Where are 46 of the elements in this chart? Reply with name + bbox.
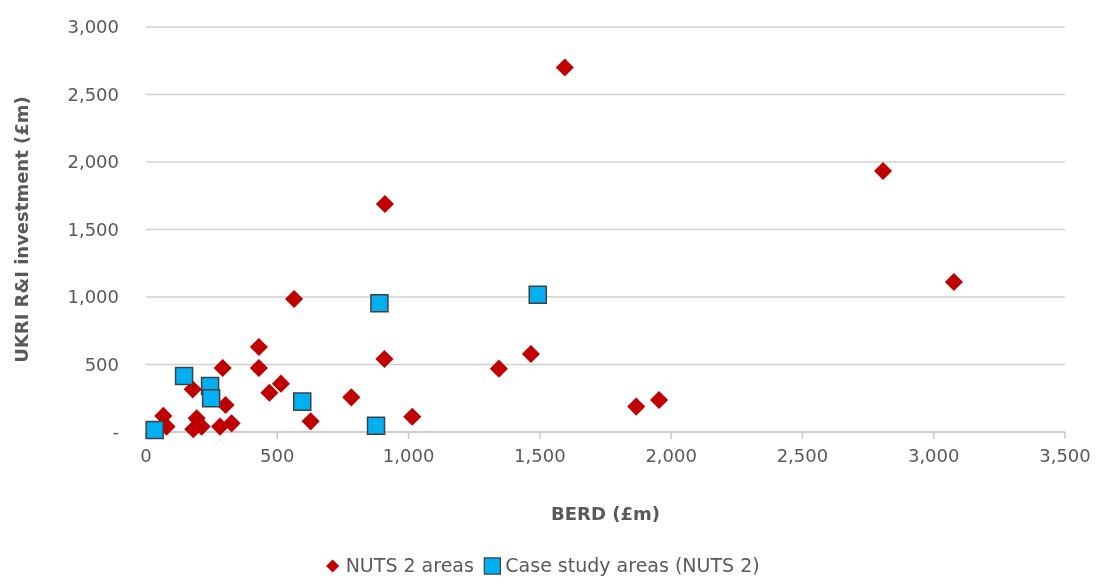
point bbox=[370, 294, 389, 313]
point bbox=[944, 272, 964, 292]
y-tick-label: 500 bbox=[84, 353, 119, 375]
legend-label: NUTS 2 areas bbox=[345, 554, 474, 576]
y-axis-title: UKRI R&I investment (£m) bbox=[11, 96, 32, 363]
x-tick-label: 500 bbox=[260, 445, 295, 466]
x-tick-label: 3,500 bbox=[1039, 445, 1091, 466]
y-tick-label: 2,500 bbox=[67, 83, 119, 105]
point bbox=[222, 414, 241, 433]
legend-label: Case study areas (NUTS 2) bbox=[505, 554, 760, 576]
point bbox=[555, 58, 574, 77]
point bbox=[649, 390, 669, 410]
point bbox=[627, 397, 646, 416]
point bbox=[183, 380, 202, 399]
point bbox=[375, 194, 395, 214]
x-tick-label: 2,500 bbox=[776, 445, 829, 466]
point bbox=[342, 388, 361, 407]
point bbox=[260, 383, 279, 402]
point bbox=[145, 420, 164, 440]
x-tick-label: 2,000 bbox=[645, 445, 697, 466]
point bbox=[403, 407, 422, 426]
point bbox=[201, 388, 221, 408]
point bbox=[271, 374, 291, 393]
point bbox=[366, 416, 386, 435]
point bbox=[285, 289, 304, 309]
point bbox=[292, 392, 312, 411]
y-tick-label: 2,000 bbox=[67, 151, 119, 172]
point bbox=[213, 358, 232, 378]
point bbox=[489, 359, 508, 378]
x-tick-label: 1,000 bbox=[382, 445, 435, 466]
x-tick-label: 0 bbox=[140, 445, 152, 466]
x-tick-label: 3,000 bbox=[907, 445, 960, 466]
point bbox=[174, 366, 194, 386]
y-tick-label: 3,000 bbox=[67, 16, 119, 37]
y-tick-label: 1,000 bbox=[67, 286, 119, 307]
point bbox=[528, 285, 548, 304]
point bbox=[375, 349, 394, 369]
point bbox=[249, 358, 268, 378]
point bbox=[249, 337, 268, 357]
point bbox=[301, 412, 320, 431]
x-tick-label: 1,500 bbox=[514, 445, 566, 466]
y-tick-label: - bbox=[112, 421, 119, 442]
point bbox=[873, 161, 893, 181]
point bbox=[521, 344, 540, 364]
y-tick-label: 1,500 bbox=[67, 218, 119, 240]
x-axis-title: BERD (£m) bbox=[551, 503, 660, 524]
